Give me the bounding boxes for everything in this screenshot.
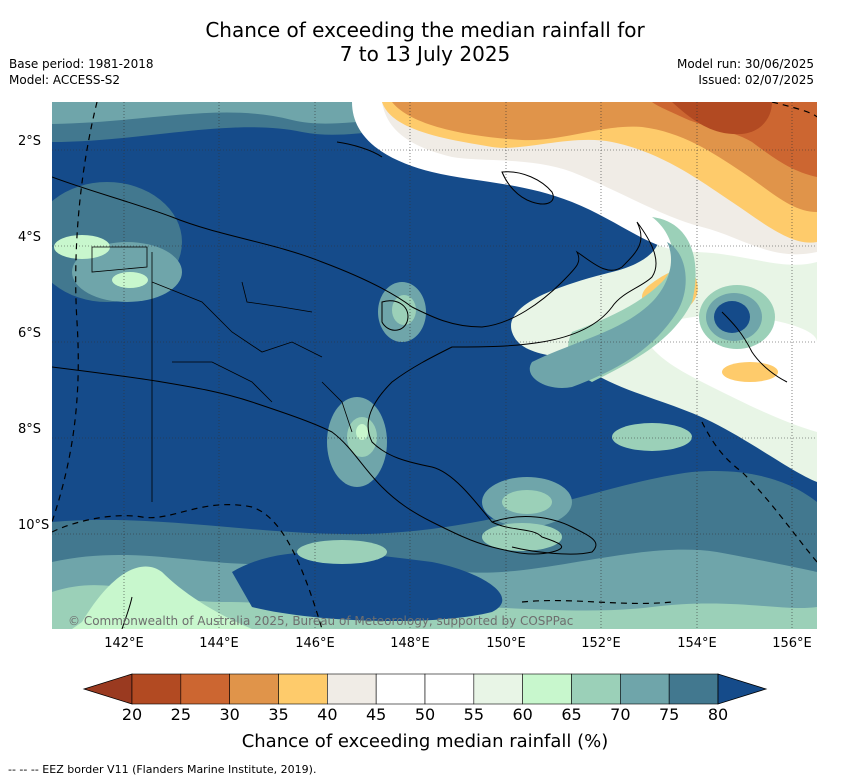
longitude-label: 152°E [581, 636, 621, 651]
rainfall-map [52, 102, 817, 629]
map-contour-coast-70 [529, 242, 686, 388]
colorbar-segment [473, 673, 523, 705]
map-contour-20-25 [672, 102, 772, 135]
colorbar-under-arrow [82, 673, 133, 705]
latitude-label: 2°S [18, 134, 42, 149]
map-contour-east-35-b [722, 362, 778, 382]
colorbar-tick-label: 20 [121, 705, 143, 724]
latitude-label: 8°S [18, 422, 42, 437]
map-blob-3-65 [502, 490, 552, 514]
colorbar-segment [180, 673, 230, 705]
map-blob-4-65 [612, 423, 692, 451]
meta-left: Base period: 1981-2018 Model: ACCESS-S2 [9, 56, 154, 88]
colorbar-segment [131, 673, 182, 705]
longitude-label: 154°E [677, 636, 717, 651]
latitude-label: 10°S [18, 518, 50, 533]
colorbar-tick-label: 45 [365, 705, 387, 724]
copyright-text: © Commonwealth of Australia 2025, Bureau… [68, 614, 574, 628]
longitude-label: 142°E [104, 636, 144, 651]
colorbar-segment [327, 673, 377, 705]
colorbar-tick-label: 40 [317, 705, 338, 724]
issued-text: Issued: 02/07/2025 [698, 73, 814, 87]
colorbar-tick-label: 50 [414, 705, 436, 724]
chart-title: Chance of exceeding the median rainfall … [0, 18, 850, 66]
map-contour-west-60b [54, 235, 110, 259]
colorbar [82, 673, 768, 705]
map-contour-55-60-cape [72, 566, 252, 629]
colorbar-over-arrow [717, 673, 768, 705]
colorbar-segment [571, 673, 621, 705]
map-contour-80-south [232, 552, 503, 622]
province-borders [91, 246, 353, 502]
title-line-1: Chance of exceeding the median rainfall … [205, 18, 645, 42]
map-blob-6-65 [482, 523, 562, 551]
map-contour-25-30 [652, 102, 817, 177]
map-blob-2-60 [356, 424, 368, 440]
colorbar-segment [375, 673, 426, 705]
map-contour-west-70 [72, 242, 182, 302]
map-contour-east-80 [714, 301, 750, 333]
colorbar-segment [229, 673, 279, 705]
latitude-label: 4°S [18, 230, 42, 245]
colorbar-tick-label: 65 [561, 705, 582, 724]
latitude-label: 6°S [18, 326, 42, 341]
colorbar-label: Chance of exceeding median rainfall (%) [241, 731, 609, 752]
colorbar-tick-label: 80 [707, 705, 729, 724]
colorbar-segment [522, 673, 572, 705]
colorbar-tick-label: 60 [512, 705, 533, 724]
eez-footnote: -- -- -- EEZ border V11 (Flanders Marine… [8, 763, 317, 776]
longitude-label: 146°E [295, 636, 335, 651]
colorbar-tick-label: 35 [268, 705, 289, 724]
longitude-label: 150°E [486, 636, 526, 651]
meta-right: Model run: 30/06/2025 Issued: 02/07/2025 [677, 56, 814, 88]
colorbar-tick-label: 30 [219, 705, 240, 724]
coastlines [52, 141, 788, 629]
colorbar-tick-label: 75 [658, 705, 680, 724]
title-line-2: 7 to 13 July 2025 [339, 42, 511, 66]
colorbar-tick-label: 55 [463, 705, 485, 724]
map-contour-west-60 [112, 272, 148, 288]
map-blob-5-65 [297, 540, 387, 564]
colorbar-tick-label: 70 [610, 705, 631, 724]
colorbar-segment [278, 673, 328, 705]
colorbar-segment [668, 673, 719, 705]
base-period-text: Base period: 1981-2018 [9, 57, 154, 71]
model-run-text: Model run: 30/06/2025 [676, 57, 814, 71]
map-gridlines [52, 102, 817, 629]
longitude-label: 144°E [199, 636, 239, 651]
map-blob-1-65 [392, 295, 416, 325]
longitude-label: 156°E [772, 636, 812, 651]
eez-borders [52, 102, 817, 629]
map-contour-30-35 [392, 102, 817, 212]
model-text: Model: ACCESS-S2 [9, 73, 121, 87]
colorbar-tick-label: 25 [170, 705, 192, 724]
colorbar-segment [424, 673, 475, 705]
map-canvas [52, 102, 817, 629]
colorbar-segment [620, 673, 670, 705]
longitude-label: 148°E [390, 636, 430, 651]
